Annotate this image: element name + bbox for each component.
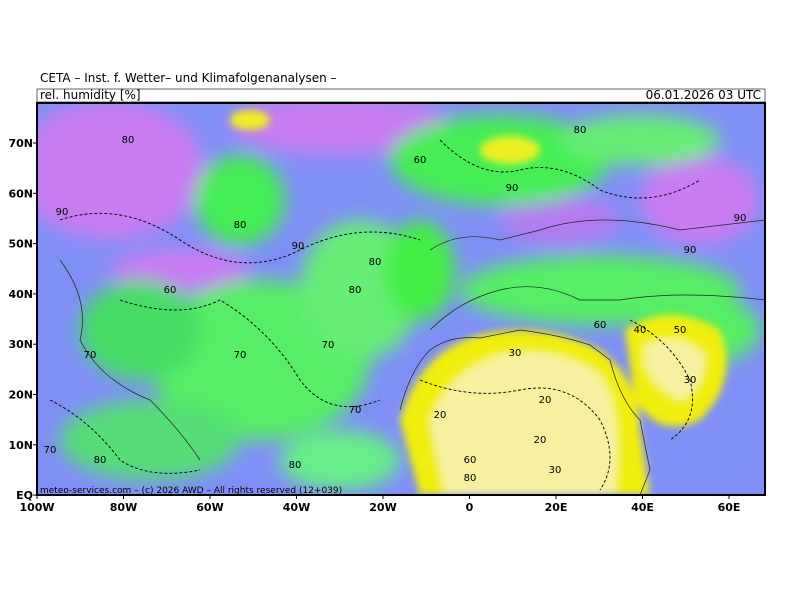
contour-label: 40 bbox=[634, 325, 647, 336]
lat-label: 70N bbox=[8, 137, 33, 150]
lat-label: EQ bbox=[16, 489, 33, 502]
lat-label: 60N bbox=[8, 187, 33, 200]
contour-label: 70 bbox=[234, 350, 247, 361]
contour-labels: 90 80 80 90 80 80 70 70 60 70 80 80 70 20 20 20 30 30 40 30… bbox=[44, 125, 747, 484]
lat-label: 20N bbox=[8, 389, 33, 402]
contour-label: 90 bbox=[506, 183, 519, 194]
lon-label: 40E bbox=[631, 501, 654, 514]
contour-label: 80 bbox=[94, 455, 107, 466]
contour-label: 60 bbox=[164, 285, 177, 296]
contour-label: 80 bbox=[464, 473, 477, 484]
lon-label: 60E bbox=[718, 501, 741, 514]
contour-label: 70 bbox=[322, 340, 335, 351]
lon-label: 20E bbox=[545, 501, 568, 514]
copyright: meteo-services.com – (c) 2026 AWD – All … bbox=[40, 486, 342, 496]
contour-label: 30 bbox=[509, 348, 522, 359]
parameter-label: rel. humidity [%] bbox=[40, 88, 141, 102]
contour-label: 30 bbox=[549, 465, 562, 476]
contour-label: 70 bbox=[84, 350, 97, 361]
contour-label: 20 bbox=[539, 395, 552, 406]
contour-label: 60 bbox=[414, 155, 427, 166]
lon-label: 0 bbox=[466, 501, 474, 514]
contour-label: 60 bbox=[464, 455, 477, 466]
contour-label: 20 bbox=[434, 410, 447, 421]
lat-label: 30N bbox=[8, 338, 33, 351]
map-frame bbox=[36, 102, 766, 496]
contour-label: 80 bbox=[349, 285, 362, 296]
contour-label: 90 bbox=[56, 207, 69, 218]
contour-label: 70 bbox=[44, 445, 57, 456]
contour-label: 90 bbox=[684, 245, 697, 256]
contour-label: 80 bbox=[289, 460, 302, 471]
header-title: CETA – Inst. f. Wetter– und Klimafolgena… bbox=[40, 71, 337, 85]
contour-label: 90 bbox=[292, 241, 305, 252]
lat-label: 40N bbox=[8, 288, 33, 301]
lat-label: 10N bbox=[8, 439, 33, 452]
lon-label: 20W bbox=[369, 501, 396, 514]
lon-label: 80W bbox=[110, 501, 137, 514]
humidity-field: 90 80 80 90 80 80 70 70 60 70 80 80 70 20 20 20 30 30 40 30… bbox=[37, 103, 765, 495]
contour-label: 80 bbox=[234, 220, 247, 231]
lon-label: 60W bbox=[196, 501, 223, 514]
contour-label: 60 bbox=[594, 320, 607, 331]
valid-time: 06.01.2026 03 UTC bbox=[646, 88, 761, 102]
contour-label: 70 bbox=[349, 405, 362, 416]
contour-label: 80 bbox=[369, 257, 382, 268]
lat-label: 50N bbox=[8, 238, 33, 251]
contour-label: 90 bbox=[734, 213, 747, 224]
contour-label: 50 bbox=[674, 325, 687, 336]
contour-label: 20 bbox=[534, 435, 547, 446]
contour-label: 30 bbox=[684, 375, 697, 386]
contour-label: 80 bbox=[574, 125, 587, 136]
lon-label: 100W bbox=[19, 501, 54, 514]
contour-label: 80 bbox=[122, 135, 135, 146]
lon-label: 40W bbox=[283, 501, 310, 514]
